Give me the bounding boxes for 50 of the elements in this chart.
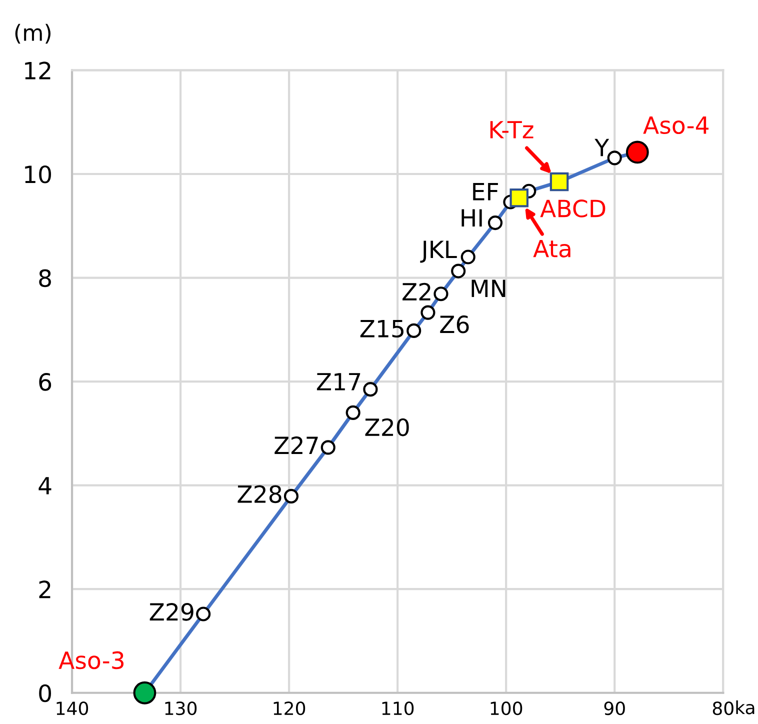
point — [607, 150, 622, 166]
x-tick-label: 110 — [382, 702, 414, 716]
point — [363, 382, 378, 397]
annotation: Z20 — [365, 418, 409, 436]
annotation: HI — [462, 209, 482, 227]
x-tick-label: 130 — [165, 702, 197, 716]
point — [346, 405, 360, 420]
annotation: Z28 — [238, 485, 282, 504]
point — [320, 440, 336, 455]
point — [626, 140, 649, 164]
y-tick-label: 10 — [25, 165, 51, 184]
x-tick-label: 140 — [56, 702, 88, 716]
y-tick-label: 2 — [39, 580, 50, 598]
y-tick-label: 12 — [25, 62, 50, 80]
annotation: JKL — [420, 240, 457, 263]
x-tick-label: 100 — [490, 702, 522, 716]
annotation: Aso-3 — [58, 651, 124, 670]
annotation: Aso-4 — [643, 116, 709, 134]
annotation: Z6 — [440, 315, 469, 334]
point — [550, 172, 569, 192]
annotation: Z17 — [316, 373, 360, 390]
point — [133, 681, 156, 704]
point — [460, 250, 476, 264]
annotation: EF — [473, 182, 498, 200]
annotation: Z2 — [402, 282, 430, 300]
annotation: Z27 — [274, 436, 318, 454]
point — [488, 215, 503, 230]
y-axis-title: (m) — [15, 24, 50, 44]
y-tick-label: 4 — [38, 477, 52, 494]
point — [420, 305, 436, 320]
x-tick-label: 90 — [604, 702, 625, 716]
x-axis-title: ka — [736, 700, 754, 714]
annotation: MN — [472, 280, 506, 297]
y-tick-label: 8 — [39, 269, 51, 288]
point — [284, 488, 299, 504]
annotation: Y — [594, 138, 610, 156]
y-tick-label: 0 — [39, 684, 51, 702]
x-tick-label: 80 — [712, 702, 734, 716]
point — [510, 188, 528, 208]
annotation: Z15 — [360, 320, 404, 338]
y-tick-label: 6 — [39, 372, 52, 391]
annotation: Ata — [533, 240, 570, 258]
annotation: Z29 — [150, 602, 194, 621]
annotation: ABCD — [540, 200, 606, 218]
point — [406, 323, 422, 338]
annotation: K-Tz — [490, 121, 534, 138]
point — [196, 606, 211, 622]
point — [434, 286, 448, 302]
point — [451, 264, 466, 278]
x-tick-label: 120 — [274, 702, 306, 716]
